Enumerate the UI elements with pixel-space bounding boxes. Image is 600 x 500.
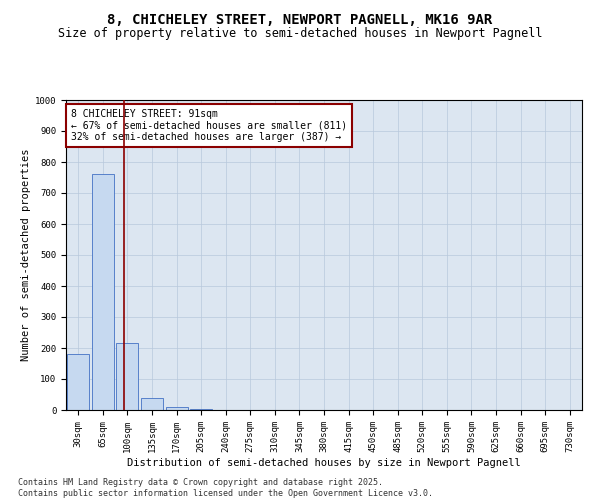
Y-axis label: Number of semi-detached properties: Number of semi-detached properties <box>20 149 31 361</box>
Text: 8 CHICHELEY STREET: 91sqm
← 67% of semi-detached houses are smaller (811)
32% of: 8 CHICHELEY STREET: 91sqm ← 67% of semi-… <box>71 110 347 142</box>
Text: 8, CHICHELEY STREET, NEWPORT PAGNELL, MK16 9AR: 8, CHICHELEY STREET, NEWPORT PAGNELL, MK… <box>107 12 493 26</box>
Text: Size of property relative to semi-detached houses in Newport Pagnell: Size of property relative to semi-detach… <box>58 28 542 40</box>
Text: Contains HM Land Registry data © Crown copyright and database right 2025.
Contai: Contains HM Land Registry data © Crown c… <box>18 478 433 498</box>
Bar <box>166 407 188 410</box>
Bar <box>141 398 163 410</box>
Bar <box>116 344 139 410</box>
X-axis label: Distribution of semi-detached houses by size in Newport Pagnell: Distribution of semi-detached houses by … <box>127 458 521 468</box>
Bar <box>67 354 89 410</box>
Bar <box>92 174 114 410</box>
